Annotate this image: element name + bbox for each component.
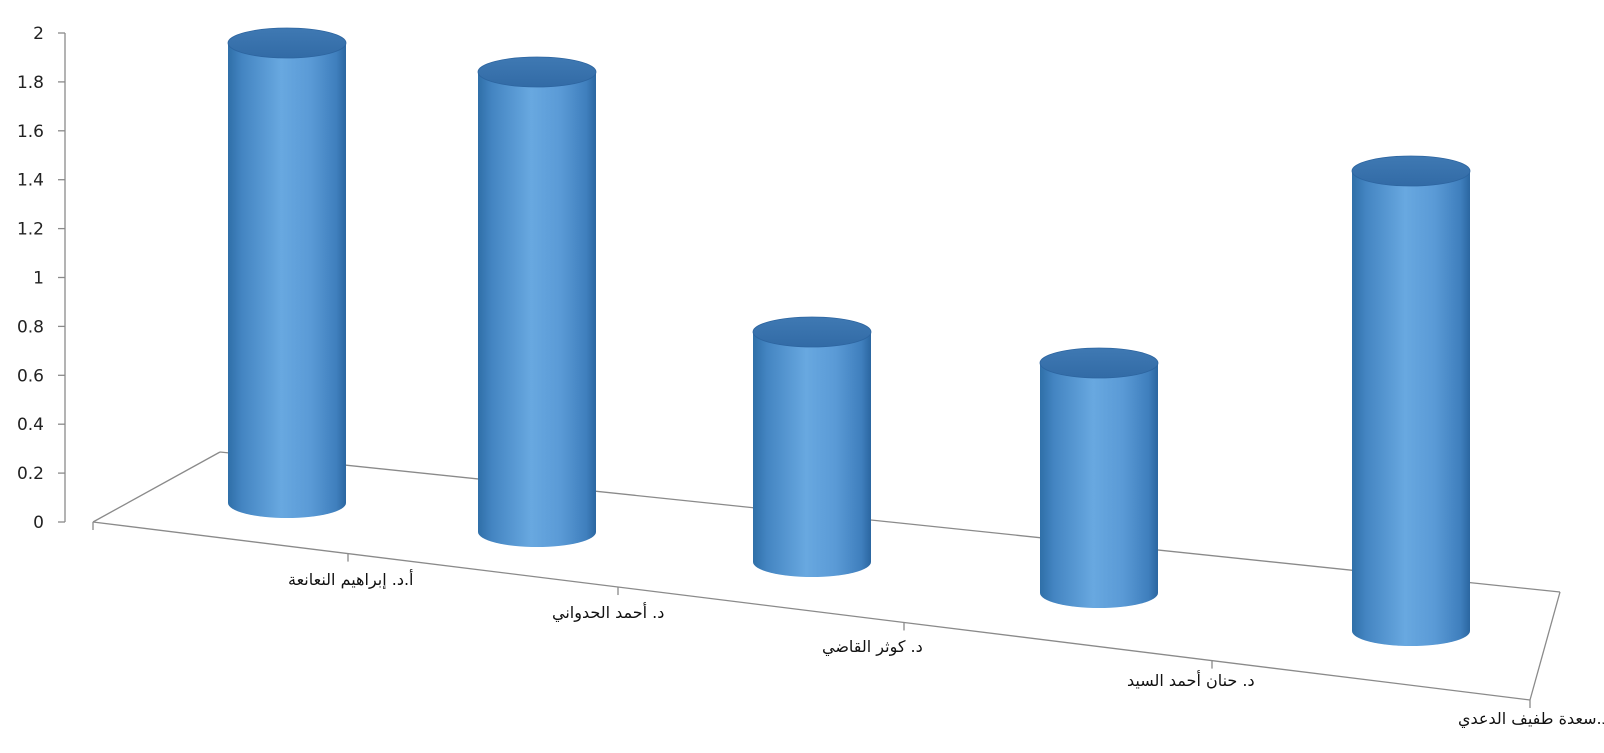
x-tick-label: د. كوثر القاضي: [822, 637, 923, 657]
y-tick-label: 2: [33, 24, 44, 44]
bar-body: [478, 72, 596, 547]
y-tick-label: 0.4: [17, 415, 44, 435]
y-tick-label: 1.8: [17, 73, 44, 93]
y-axis-ticks: 0 0.2 0.4 0.6 0.8 1 1.2 1.4 1.6 1.8 2: [17, 24, 65, 533]
y-tick-label: 0.2: [17, 464, 44, 484]
x-axis-ticks: [92, 522, 1531, 708]
bars: [227, 27, 1471, 646]
y-axis: 0 0.2 0.4 0.6 0.8 1 1.2 1.4 1.6 1.8 2: [17, 24, 66, 533]
bar-top: [1039, 347, 1159, 379]
floor-front-edge: [92, 521, 1531, 701]
bar-body: [1352, 171, 1470, 646]
bar: [477, 56, 597, 547]
bar: [227, 27, 347, 518]
x-tick-label: د.سعدة طفيف الدعدي: [1458, 709, 1604, 729]
floor-back-edge: [219, 451, 1561, 593]
bar-body: [753, 332, 871, 577]
floor-left-edge: [92, 451, 221, 523]
x-tick-label: د. أحمد الحدواني: [552, 602, 664, 623]
bar: [752, 316, 872, 577]
y-tick-label: 1.6: [17, 122, 44, 142]
y-tick-label: 0.8: [17, 317, 44, 337]
x-axis-labels: أ.د. إبراهيم النعانعة د. أحمد الحدواني د. …: [288, 569, 1604, 729]
bar: [1039, 347, 1159, 608]
y-tick-label: 1.4: [17, 171, 44, 191]
bar-body: [1040, 363, 1158, 608]
floor-right-edge: [1529, 591, 1561, 701]
y-tick-label: 1: [33, 269, 44, 289]
bar-top: [227, 27, 347, 59]
bar-top: [1351, 155, 1471, 187]
bar: [1351, 155, 1471, 646]
y-tick-label: 0.6: [17, 366, 44, 386]
bar-top: [477, 56, 597, 88]
x-tick-label: أ.د. إبراهيم النعانعة: [288, 569, 414, 590]
bar-top: [752, 316, 872, 348]
bar-body: [228, 43, 346, 518]
y-tick-label: 0: [33, 513, 44, 533]
plot-floor: [92, 451, 1561, 701]
x-tick-label: د. حنان أحمد السيد: [1127, 670, 1255, 690]
y-tick-label: 1.2: [17, 220, 44, 240]
